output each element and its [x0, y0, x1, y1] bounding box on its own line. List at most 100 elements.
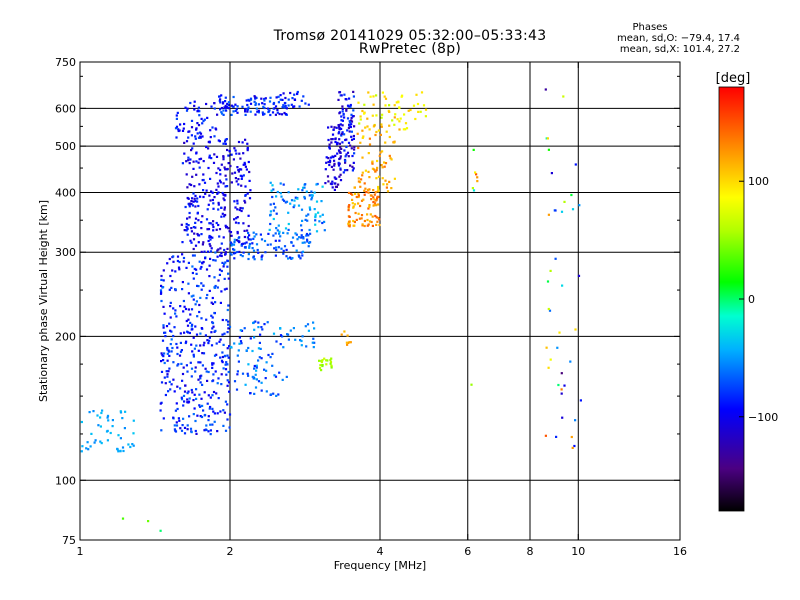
- data-point: [339, 143, 341, 145]
- data-point: [374, 194, 376, 196]
- data-point: [550, 359, 552, 361]
- data-point: [198, 162, 200, 164]
- data-point: [277, 191, 279, 193]
- data-point: [224, 214, 226, 216]
- data-point: [235, 110, 237, 112]
- data-point: [573, 445, 575, 447]
- data-point: [97, 424, 99, 426]
- data-point: [196, 122, 198, 124]
- data-point: [275, 105, 277, 107]
- data-point: [216, 250, 218, 252]
- data-point: [361, 130, 363, 132]
- data-point: [398, 128, 400, 130]
- data-point: [275, 227, 277, 229]
- data-point: [291, 257, 293, 259]
- data-point: [213, 276, 215, 278]
- data-point: [364, 220, 366, 222]
- data-point: [352, 91, 354, 93]
- data-point: [227, 227, 229, 229]
- data-point: [222, 102, 224, 104]
- data-point: [212, 208, 214, 210]
- data-point: [191, 389, 193, 391]
- data-point: [304, 241, 306, 243]
- data-point: [248, 253, 250, 255]
- data-point: [178, 417, 180, 419]
- data-point: [209, 199, 211, 201]
- data-point: [273, 218, 275, 220]
- data-point: [358, 213, 360, 215]
- data-point: [221, 243, 223, 245]
- data-point: [195, 152, 197, 154]
- data-point: [212, 224, 214, 226]
- data-point: [199, 333, 201, 335]
- data-point: [193, 355, 195, 357]
- data-point: [292, 237, 294, 239]
- data-point: [236, 239, 238, 241]
- data-point: [198, 304, 200, 306]
- data-point: [224, 100, 226, 102]
- data-point: [368, 206, 370, 208]
- data-point: [187, 137, 189, 139]
- data-point: [282, 379, 284, 381]
- data-point: [280, 334, 282, 336]
- data-point: [548, 149, 550, 151]
- data-point: [314, 224, 316, 226]
- data-point: [205, 429, 207, 431]
- colorbar-tick-label: 0: [748, 293, 755, 306]
- data-point: [220, 252, 222, 254]
- data-point: [192, 399, 194, 401]
- data-point: [389, 157, 391, 159]
- data-point: [193, 108, 195, 110]
- data-point: [365, 191, 367, 193]
- data-point: [285, 255, 287, 257]
- data-point: [210, 136, 212, 138]
- data-point: [200, 233, 202, 235]
- data-point: [224, 412, 226, 414]
- data-point: [181, 397, 183, 399]
- data-point: [338, 112, 340, 114]
- data-point: [129, 446, 131, 448]
- data-point: [331, 181, 333, 183]
- data-point: [120, 437, 122, 439]
- data-point: [291, 104, 293, 106]
- data-point: [393, 124, 395, 126]
- data-point: [191, 431, 193, 433]
- data-point: [226, 266, 228, 268]
- data-point: [476, 176, 478, 178]
- data-point: [213, 391, 215, 393]
- data-point: [360, 118, 362, 120]
- data-point: [261, 328, 263, 330]
- data-point: [269, 114, 271, 116]
- data-point: [233, 106, 235, 108]
- data-point: [548, 308, 550, 310]
- data-point: [341, 141, 343, 143]
- data-point: [358, 180, 360, 182]
- data-point: [223, 367, 225, 369]
- data-point: [368, 176, 370, 178]
- data-point: [219, 180, 221, 182]
- data-point: [340, 119, 342, 121]
- data-point: [283, 250, 285, 252]
- data-point: [244, 246, 246, 248]
- data-point: [255, 370, 257, 372]
- data-point: [160, 279, 162, 281]
- data-point: [192, 254, 194, 256]
- data-point: [316, 230, 318, 232]
- data-point: [197, 219, 199, 221]
- data-point: [231, 181, 233, 183]
- data-point: [221, 262, 223, 264]
- x-tick-label: 2: [227, 545, 234, 558]
- data-point: [197, 132, 199, 134]
- data-point: [196, 273, 198, 275]
- data-point: [166, 262, 168, 264]
- data-point: [166, 376, 168, 378]
- data-point: [212, 322, 214, 324]
- data-point: [287, 212, 289, 214]
- data-point: [300, 340, 302, 342]
- data-point: [357, 147, 359, 149]
- data-point: [226, 260, 228, 262]
- data-point: [388, 181, 390, 183]
- data-point: [176, 402, 178, 404]
- data-point: [207, 430, 209, 432]
- data-point: [304, 183, 306, 185]
